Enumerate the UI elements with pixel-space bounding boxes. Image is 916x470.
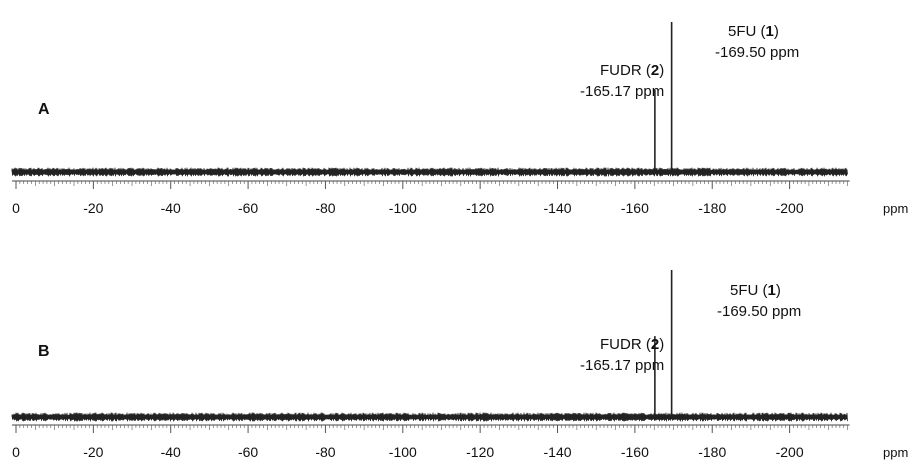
x-tick-label: -100	[389, 200, 417, 216]
peak-name-label: FUDR (2)	[600, 62, 664, 79]
x-tick-label: -20	[83, 200, 103, 216]
peak-annotations: FUDR (2) -165.17 ppm 5FU (1) -169.50 ppm	[580, 23, 799, 100]
x-tick-labels: 0 -20 -40 -60 -80 -100 -120 -140 -160 -180 -200	[12, 200, 804, 216]
baseline-noise	[11, 167, 848, 177]
x-tick-label: -160	[621, 444, 649, 460]
x-tick-label: -120	[466, 444, 494, 460]
x-tick-label: -200	[776, 444, 804, 460]
baseline-trace	[11, 167, 848, 177]
peak-group	[654, 270, 673, 417]
x-axis	[12, 424, 850, 433]
x-tick-label: -160	[621, 200, 649, 216]
x-tick-label: -40	[161, 200, 181, 216]
panel-label: B	[38, 343, 50, 360]
peak-shift-label: -169.50 ppm	[717, 303, 801, 320]
x-axis-unit-label: ppm	[883, 445, 908, 460]
x-tick-label: -180	[698, 200, 726, 216]
x-tick-label: -180	[698, 444, 726, 460]
x-tick-label: -120	[466, 200, 494, 216]
x-tick-label: -100	[389, 444, 417, 460]
x-tick-label: 0	[12, 444, 20, 460]
x-tick-label: -80	[315, 444, 335, 460]
x-tick-label: -140	[544, 444, 572, 460]
x-tick-label: -60	[238, 200, 258, 216]
spectrum-panel-a: A 0 -20 -40 -60 -80 -100 -120 -140 -160 -180 -200 …	[11, 22, 908, 216]
x-tick-label: -60	[238, 444, 258, 460]
peak-group	[654, 22, 673, 172]
peak-annotations: FUDR (2) -165.17 ppm 5FU (1) -169.50 ppm	[580, 282, 801, 374]
peak-name-label: 5FU (1)	[730, 282, 781, 299]
baseline-trace	[11, 412, 848, 422]
baseline-noise	[11, 412, 848, 422]
peak-shift-label: -165.17 ppm	[580, 357, 664, 374]
x-axis	[12, 180, 850, 189]
x-tick-label: -200	[776, 200, 804, 216]
peak-name-label: FUDR (2)	[600, 336, 664, 353]
x-tick-label: -40	[161, 444, 181, 460]
x-axis-unit-label: ppm	[883, 201, 908, 216]
peak-shift-label: -169.50 ppm	[715, 44, 799, 61]
x-tick-labels: 0 -20 -40 -60 -80 -100 -120 -140 -160 -180 -200	[12, 444, 804, 460]
x-tick-label: -140	[544, 200, 572, 216]
panel-label: A	[38, 101, 50, 118]
x-tick-label: 0	[12, 200, 20, 216]
peak-name-label: 5FU (1)	[728, 23, 779, 40]
x-tick-label: -20	[83, 444, 103, 460]
x-tick-label: -80	[315, 200, 335, 216]
spectrum-panel-b: B 0 -20 -40 -60 -80 -100 -120 -140 -160 -180 -200 …	[11, 270, 908, 460]
peak-shift-label: -165.17 ppm	[580, 83, 664, 100]
